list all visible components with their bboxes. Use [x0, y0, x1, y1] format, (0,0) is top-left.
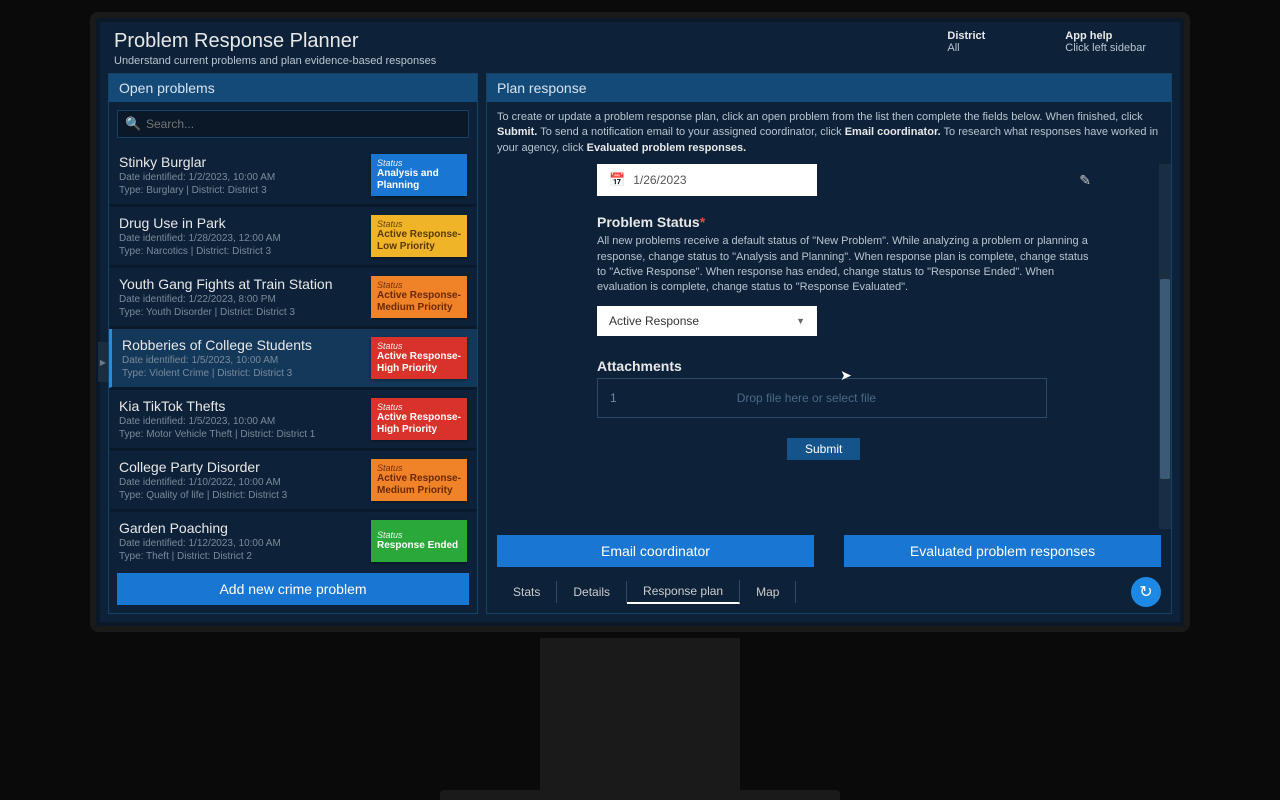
scrollbar-thumb[interactable]	[1160, 279, 1170, 479]
status-help-text: All new problems receive a default statu…	[597, 234, 1091, 296]
problem-name: Garden Poaching	[119, 520, 371, 536]
app-title: Problem Response Planner	[114, 30, 947, 53]
status-badge: StatusResponse Ended	[371, 520, 467, 562]
problem-item[interactable]: Garden Poaching Date identified: 1/12/202…	[109, 512, 477, 567]
tab-response-plan[interactable]: Response plan	[627, 580, 740, 604]
problem-date: Date identified: 1/10/2022, 10:00 AM	[119, 477, 371, 488]
scrollbar-track[interactable]	[1159, 164, 1171, 529]
problem-name: Kia TikTok Thefts	[119, 398, 371, 414]
app-header: Problem Response Planner Understand curr…	[100, 22, 1180, 73]
sidebar-expand-handle[interactable]: ▶	[98, 342, 108, 382]
status-badge: StatusActive Response- Medium Priority	[371, 276, 467, 318]
status-badge: StatusActive Response- High Priority	[371, 337, 467, 379]
problem-item[interactable]: Drug Use in Park Date identified: 1/28/20…	[109, 207, 477, 266]
tab-stats[interactable]: Stats	[497, 581, 557, 603]
email-coordinator-button[interactable]: Email coordinator	[497, 535, 814, 567]
problem-type: Type: Quality of life | District: Distri…	[119, 490, 371, 501]
problem-type: Type: Theft | District: District 2	[119, 551, 371, 562]
tab-map[interactable]: Map	[740, 581, 796, 603]
chevron-down-icon: ▼	[796, 316, 805, 326]
problem-date: Date identified: 1/5/2023, 10:00 AM	[119, 416, 371, 427]
instructions: To create or update a problem response p…	[487, 102, 1171, 164]
district-label: District	[947, 30, 985, 42]
problem-item[interactable]: College Party Disorder Date identified: 1…	[109, 451, 477, 510]
dropzone-text: Drop file here or select file	[737, 391, 876, 405]
date-value: 1/26/2023	[633, 173, 686, 187]
tab-details[interactable]: Details	[557, 581, 627, 603]
attachments-dropzone[interactable]: 1 Drop file here or select file	[597, 378, 1047, 418]
problem-name: Youth Gang Fights at Train Station	[119, 276, 371, 292]
plan-response-title: Plan response	[487, 74, 1171, 102]
problem-date: Date identified: 1/2/2023, 10:00 AM	[119, 172, 371, 183]
help-value: Click left sidebar	[1065, 42, 1146, 54]
problem-item[interactable]: Youth Gang Fights at Train Station Date i…	[109, 268, 477, 327]
problem-type: Type: Narcotics | District: District 3	[119, 246, 371, 257]
problem-type: Type: Violent Crime | District: District…	[122, 368, 371, 379]
problem-date: Date identified: 1/5/2023, 10:00 AM	[122, 355, 371, 366]
refresh-icon[interactable]: ↻	[1131, 577, 1161, 607]
submit-button[interactable]: Submit	[787, 438, 860, 460]
search-input[interactable]	[117, 110, 469, 138]
status-badge: StatusActive Response- Low Priority	[371, 215, 467, 257]
problem-type: Type: Youth Disorder | District: Distric…	[119, 307, 371, 318]
problem-name: Drug Use in Park	[119, 215, 371, 231]
problem-date: Date identified: 1/28/2023, 12:00 AM	[119, 233, 371, 244]
problem-date: Date identified: 1/12/2023, 10:00 AM	[119, 538, 371, 549]
calendar-icon: 📅	[609, 172, 625, 188]
edit-icon[interactable]: ✎	[1079, 172, 1091, 189]
search-icon: 🔍	[125, 116, 141, 132]
plan-response-panel: Plan response To create or update a prob…	[486, 73, 1172, 614]
problem-item[interactable]: Robberies of College Students Date identi…	[109, 329, 477, 388]
status-select[interactable]: Active Response ▼	[597, 306, 817, 336]
help-info: App help Click left sidebar	[1065, 30, 1146, 67]
problem-name: Stinky Burglar	[119, 154, 371, 170]
help-label: App help	[1065, 30, 1146, 42]
status-badge: StatusActive Response- High Priority	[371, 398, 467, 440]
district-value: All	[947, 42, 985, 54]
add-problem-button[interactable]: Add new crime problem	[117, 573, 469, 605]
problem-name: College Party Disorder	[119, 459, 371, 475]
attachments-label: Attachments	[597, 358, 1091, 374]
attachments-count: 1	[610, 391, 617, 405]
date-input[interactable]: 📅 1/26/2023	[597, 164, 817, 196]
problem-type: Type: Motor Vehicle Theft | District: Di…	[119, 429, 371, 440]
evaluated-responses-button[interactable]: Evaluated problem responses	[844, 535, 1161, 567]
status-selected-value: Active Response	[609, 314, 699, 328]
app-subtitle: Understand current problems and plan evi…	[114, 55, 947, 67]
tab-bar: StatsDetailsResponse planMap ↻	[487, 573, 1171, 613]
problem-item[interactable]: Kia TikTok Thefts Date identified: 1/5/20…	[109, 390, 477, 449]
open-problems-title: Open problems	[109, 74, 477, 102]
problem-list[interactable]: Stinky Burglar Date identified: 1/2/2023,…	[109, 146, 477, 567]
status-field-label: Problem Status*	[597, 214, 1091, 230]
district-info: District All	[947, 30, 985, 67]
status-badge: StatusActive Response- Medium Priority	[371, 459, 467, 501]
problem-item[interactable]: Stinky Burglar Date identified: 1/2/2023,…	[109, 146, 477, 205]
form-scroll[interactable]: 📅 1/26/2023 ✎ Problem Status* All new pr…	[597, 164, 1101, 529]
status-badge: StatusAnalysis and Planning	[371, 154, 467, 196]
problem-type: Type: Burglary | District: District 3	[119, 185, 371, 196]
problem-name: Robberies of College Students	[122, 337, 371, 353]
open-problems-panel: Open problems 🔍 Stinky Burglar Date ident…	[108, 73, 478, 614]
problem-date: Date identified: 1/22/2023, 8:00 PM	[119, 294, 371, 305]
